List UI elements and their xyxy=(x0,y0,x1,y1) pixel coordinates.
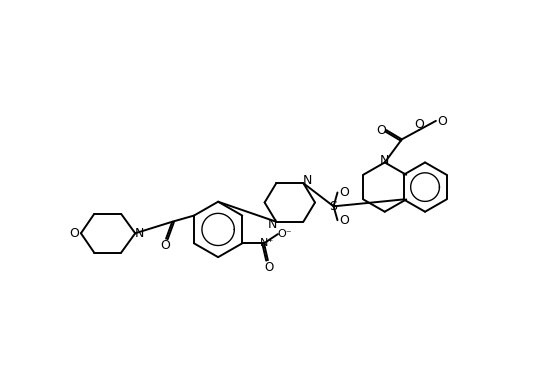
Text: N: N xyxy=(135,227,144,240)
Text: O: O xyxy=(415,118,425,131)
Text: S: S xyxy=(330,200,338,213)
Text: N: N xyxy=(267,218,277,231)
Text: N⁺: N⁺ xyxy=(260,238,274,248)
Text: N: N xyxy=(302,174,312,187)
Text: O: O xyxy=(264,261,273,274)
Text: O: O xyxy=(437,115,447,128)
Text: N: N xyxy=(380,154,390,167)
Text: O: O xyxy=(376,124,386,137)
Text: O⁻: O⁻ xyxy=(278,229,292,239)
Text: O: O xyxy=(339,214,349,227)
Text: O: O xyxy=(339,186,349,199)
Text: O: O xyxy=(69,227,79,240)
Text: O: O xyxy=(160,239,170,252)
